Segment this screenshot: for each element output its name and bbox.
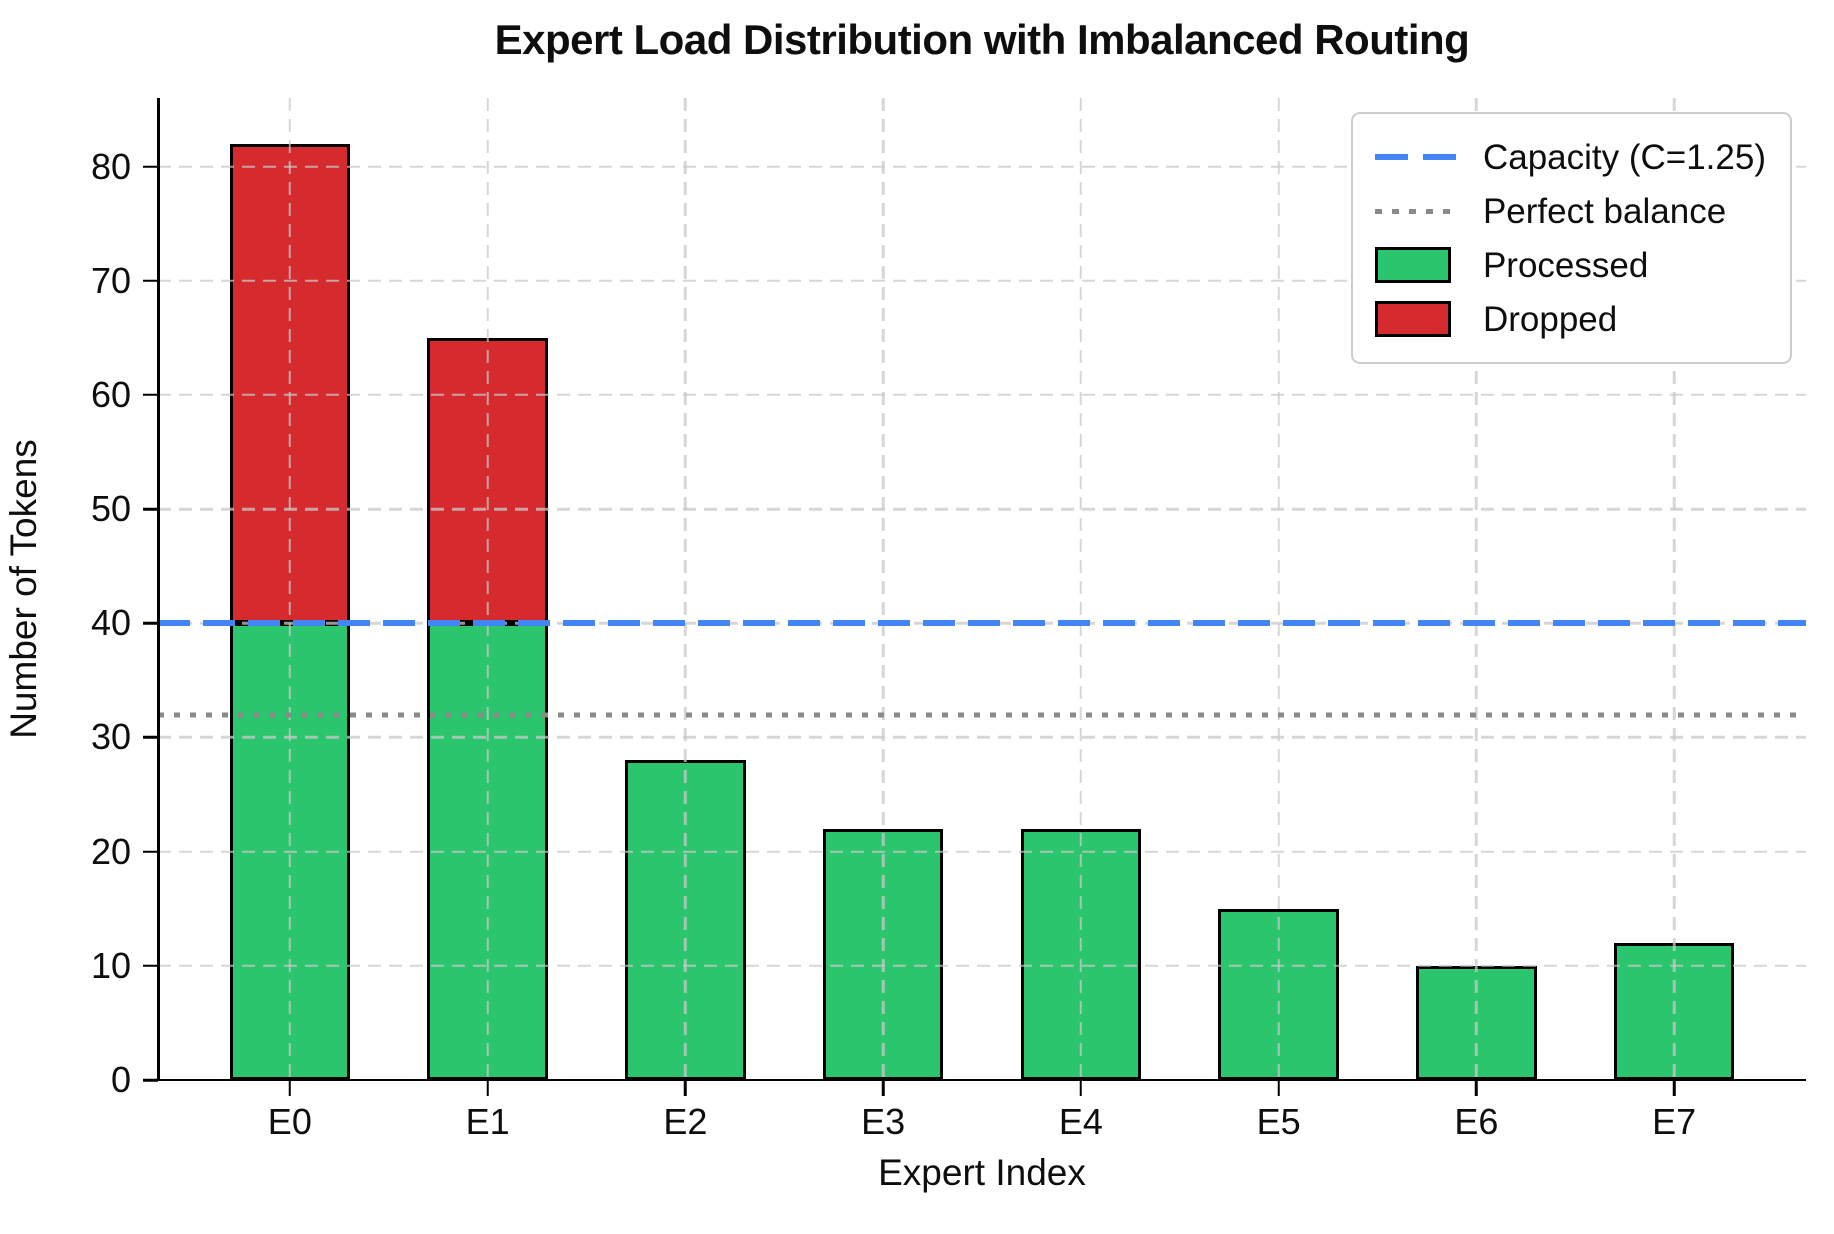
legend-label: Dropped	[1482, 299, 1618, 339]
legend-label: Capacity (C=1.25)	[1482, 137, 1766, 177]
x-tick-label: E5	[1256, 1101, 1301, 1142]
x-tick-label: E2	[663, 1101, 708, 1142]
h-gridline	[158, 279, 1806, 282]
x-axis-spine	[157, 1078, 1806, 1081]
legend-label: Perfect balance	[1482, 191, 1727, 231]
y-tick-mark	[143, 622, 158, 625]
legend: Capacity (C=1.25) Perfect balance Processe…	[1350, 112, 1792, 364]
x-tick-mark	[684, 1080, 687, 1096]
x-tick-label: E4	[1058, 1101, 1103, 1142]
x-tick-mark	[1277, 1080, 1280, 1096]
legend-label: Processed	[1482, 245, 1649, 285]
y-tick-mark	[143, 165, 158, 168]
y-tick-label: 50	[90, 488, 131, 530]
h-gridline	[158, 165, 1806, 168]
legend-swatch	[1374, 208, 1457, 214]
legend-item: Capacity (C=1.25)	[1374, 130, 1766, 184]
v-gridline	[1672, 98, 1676, 1080]
chart-title: Expert Load Distribution with Imbalanced…	[494, 16, 1470, 63]
y-axis-label: Number of Tokens	[3, 439, 44, 739]
legend-item: Processed	[1374, 238, 1766, 292]
dashed-line-swatch-icon	[1374, 154, 1457, 160]
x-axis-label: Expert Index	[878, 1152, 1086, 1193]
legend-swatch	[1374, 154, 1457, 160]
y-tick-label: 20	[90, 830, 131, 872]
x-tick-label: E3	[861, 1101, 906, 1142]
legend-swatch	[1374, 247, 1457, 283]
y-tick-mark	[143, 279, 158, 282]
legend-item: Perfect balance	[1374, 184, 1766, 238]
legend-swatch	[1374, 301, 1457, 337]
x-tick-mark	[881, 1080, 885, 1096]
v-gridline	[881, 98, 885, 1080]
y-tick-label: 10	[90, 944, 131, 986]
y-axis-spine	[157, 98, 160, 1080]
h-gridline	[158, 964, 1806, 968]
y-tick-mark	[143, 393, 158, 397]
x-tick-mark	[1672, 1080, 1676, 1096]
y-tick-label: 80	[90, 145, 131, 187]
plot-area: Capacity (C=1.25) Perfect balance Processe…	[91, 98, 1806, 1140]
h-gridline	[158, 507, 1806, 511]
v-gridline	[1079, 98, 1083, 1080]
h-gridline	[158, 393, 1806, 397]
y-tick-mark	[143, 507, 158, 511]
y-tick-mark	[143, 736, 158, 739]
y-tick-mark	[143, 964, 158, 968]
v-gridline	[486, 98, 489, 1080]
y-tick-label: 30	[90, 716, 131, 758]
h-gridline	[158, 850, 1806, 853]
x-tick-label: E6	[1454, 1101, 1499, 1142]
v-gridline	[1475, 98, 1478, 1080]
x-tick-mark	[288, 1080, 292, 1096]
v-gridline	[1277, 98, 1280, 1080]
y-tick-label: 0	[110, 1059, 131, 1100]
y-tick-label: 60	[90, 373, 131, 415]
color-swatch-icon	[1374, 247, 1451, 283]
x-tick-label: E1	[465, 1101, 510, 1142]
legend-item: Dropped	[1374, 292, 1766, 346]
x-tick-label: E0	[267, 1101, 312, 1142]
perfect-balance-line	[158, 712, 1806, 718]
v-gridline	[684, 98, 687, 1080]
y-tick-label: 70	[90, 259, 131, 301]
x-tick-mark	[486, 1080, 489, 1096]
capacity-line	[158, 620, 1806, 627]
x-tick-label: E7	[1652, 1101, 1697, 1142]
y-tick-mark	[143, 1078, 158, 1082]
x-tick-mark	[1079, 1080, 1083, 1096]
color-swatch-icon	[1374, 301, 1451, 337]
y-tick-mark	[143, 850, 158, 853]
v-gridline	[288, 98, 292, 1080]
dotted-line-swatch-icon	[1374, 208, 1457, 214]
h-gridline	[158, 736, 1806, 739]
x-tick-mark	[1475, 1080, 1478, 1096]
y-tick-label: 40	[90, 602, 131, 644]
